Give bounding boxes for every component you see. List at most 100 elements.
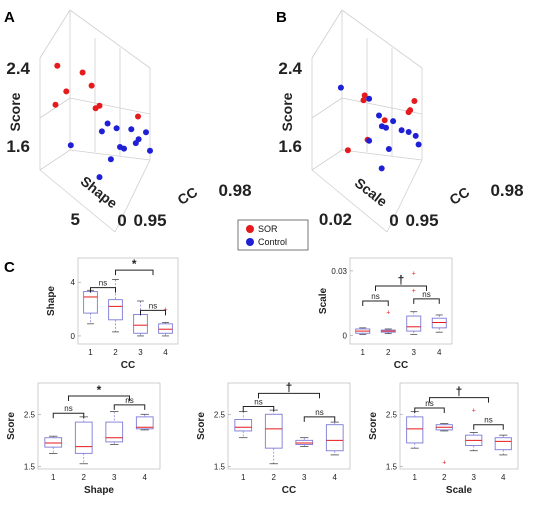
panel-b-point-sor-4	[411, 98, 418, 104]
panel-c1-bracket-label-1: ns	[149, 301, 157, 310]
panel-b-x-label: CC	[447, 184, 473, 208]
panel-a-floor-front-edge	[39, 169, 116, 233]
panel-b-point-sor-1	[360, 97, 367, 104]
panel-b-point-control-5	[398, 127, 405, 134]
panel-c1-iqr-4	[158, 323, 173, 334]
panel-c1-bracket-label-2: *	[132, 257, 137, 271]
panel-b-3d-scatter: 2.4 1.6 0.02 0 0.95 0.98 Score Scale CC	[278, 9, 524, 233]
panel-c1-y-label: Shape	[46, 286, 57, 316]
panel-c4-bracket-2	[258, 392, 320, 399]
legend: SOR Control	[237, 219, 309, 251]
panel-b-point-sor-7	[405, 109, 412, 116]
panel-c2-box-4	[431, 314, 447, 333]
panel-a-x-tick-left: 0.95	[133, 211, 166, 230]
panel-c3-iqr-4	[135, 416, 154, 430]
panel-c5-x-label: Scale	[446, 485, 473, 496]
panel-c5-box-3: +	[465, 408, 483, 452]
panel-c4-frame	[227, 382, 351, 470]
panel-c3-y-tick-0: 1.5	[24, 462, 36, 471]
panel-b-point-control-6	[405, 129, 412, 135]
panel-a-floor-left-edge	[39, 149, 71, 171]
panel-b-y-tick-bottom: 0	[389, 211, 398, 230]
panel-c5-bracket-label-1: ns	[484, 416, 492, 425]
panel-c4-bracket-label-2: †	[286, 380, 293, 394]
legend-marker-control	[246, 238, 254, 246]
panel-c5-frame	[399, 382, 519, 470]
panel-c4-bracket-label-1: ns	[315, 408, 323, 417]
legend-label-control: Control	[258, 237, 287, 247]
panel-c1-box-3	[133, 300, 148, 337]
panel-b-x-tick-left: 0.95	[405, 211, 438, 230]
panel-c3-iqr-3	[105, 421, 124, 443]
panel-c5-iqr-4	[494, 437, 512, 451]
panel-c2-x-tick-4: 4	[437, 348, 442, 357]
panel-c5-box-4	[494, 434, 512, 456]
panel-c2-bracket-label-0: ns	[371, 292, 379, 301]
panel-a-grid-line-1	[39, 97, 71, 119]
panel-b-y-label: Scale	[352, 174, 391, 209]
panel-c5-bracket-1	[473, 424, 504, 430]
panel-b-z-tick-top: 2.4	[278, 59, 302, 78]
panel-c4-bracket-1	[303, 416, 336, 422]
panel-letter-c: C	[4, 259, 15, 276]
panel-c4-x-label: CC	[282, 485, 296, 496]
panel-c1-x-label: CC	[121, 360, 135, 371]
panel-a-grid-line-2	[69, 97, 151, 115]
panel-c5-outlier-2-0: +	[442, 460, 446, 467]
panel-b-point-control-8	[415, 141, 422, 148]
panel-c4-iqr-4	[325, 424, 344, 452]
panel-c2-bracket-label-2: †	[398, 273, 405, 287]
panel-a-y-tick-bottom: 0	[117, 211, 126, 230]
panel-a-z-tick-bottom: 1.6	[6, 137, 30, 156]
panel-c3-box-4	[135, 413, 154, 431]
panel-c5-bracket-label-2: †	[456, 385, 463, 399]
panel-c3-iqr-1	[44, 437, 63, 448]
panel-b-floor-front-edge	[311, 169, 388, 233]
panel-c2-x-tick-3: 3	[412, 348, 417, 357]
panel-a-point-sor-4	[88, 82, 95, 89]
panel-c3-box-3	[105, 411, 124, 445]
panel-b-point-control-4	[390, 118, 397, 125]
panel-c2-y-tick-0: 0	[343, 331, 348, 340]
panel-a-point-sor-6	[92, 105, 99, 112]
panel-a-point-control-6	[143, 129, 149, 136]
panel-b-point-control-2	[376, 112, 382, 119]
panel-a-z-label: Score	[7, 92, 23, 131]
panel-c3-box-2	[74, 416, 93, 465]
panel-c3-bracket-label-2: *	[97, 383, 102, 397]
panel-b-floor-back-edge	[341, 149, 423, 161]
panel-c2-iqr-3	[406, 315, 422, 332]
panel-c4-box-4	[325, 421, 344, 456]
panel-a-point-sor-7	[135, 113, 141, 120]
panel-a-point-control-9	[98, 128, 105, 135]
panel-b-point-control-12	[378, 165, 385, 172]
panel-b-z-tick-bottom: 1.6	[278, 137, 302, 156]
panel-letters: A B C	[4, 9, 287, 276]
panel-c5-x-tick-4: 4	[501, 473, 506, 482]
panel-c2-y-tick-1: 0.03	[331, 267, 347, 276]
panel-a-floor-right-edge	[114, 159, 151, 233]
panel-c5-outlier-3-0: +	[472, 408, 476, 415]
panel-c1-iqr-2	[108, 299, 123, 321]
panel-a-point-control-10	[107, 156, 114, 163]
panel-a-z-tick-top: 2.4	[6, 59, 30, 78]
panel-c2-x-tick-1: 1	[361, 348, 366, 357]
panel-a-x-label: CC	[175, 184, 201, 208]
panel-b-grid-line-1	[311, 97, 343, 119]
panel-c1-bracket-2	[115, 269, 154, 276]
panel-c3-x-tick-4: 4	[143, 473, 148, 482]
panel-c1-frame	[77, 257, 179, 345]
panel-c2-bracket-2	[375, 285, 427, 291]
panel-c3-y-label: Score	[6, 412, 17, 440]
panel-a-y-tick-top: 5	[71, 210, 80, 229]
panel-c3-x-tick-1: 1	[51, 473, 56, 482]
panel-c5-bracket-label-0: ns	[425, 399, 433, 408]
panel-c2-x-label: CC	[394, 360, 408, 371]
panel-c2-iqr-4	[431, 317, 447, 329]
panel-c3-x-label: Shape	[84, 485, 114, 496]
panel-b-point-control-9	[385, 146, 392, 152]
panel-a-floor-back-edge	[69, 149, 151, 161]
panel-c3-iqr-2	[74, 421, 93, 454]
